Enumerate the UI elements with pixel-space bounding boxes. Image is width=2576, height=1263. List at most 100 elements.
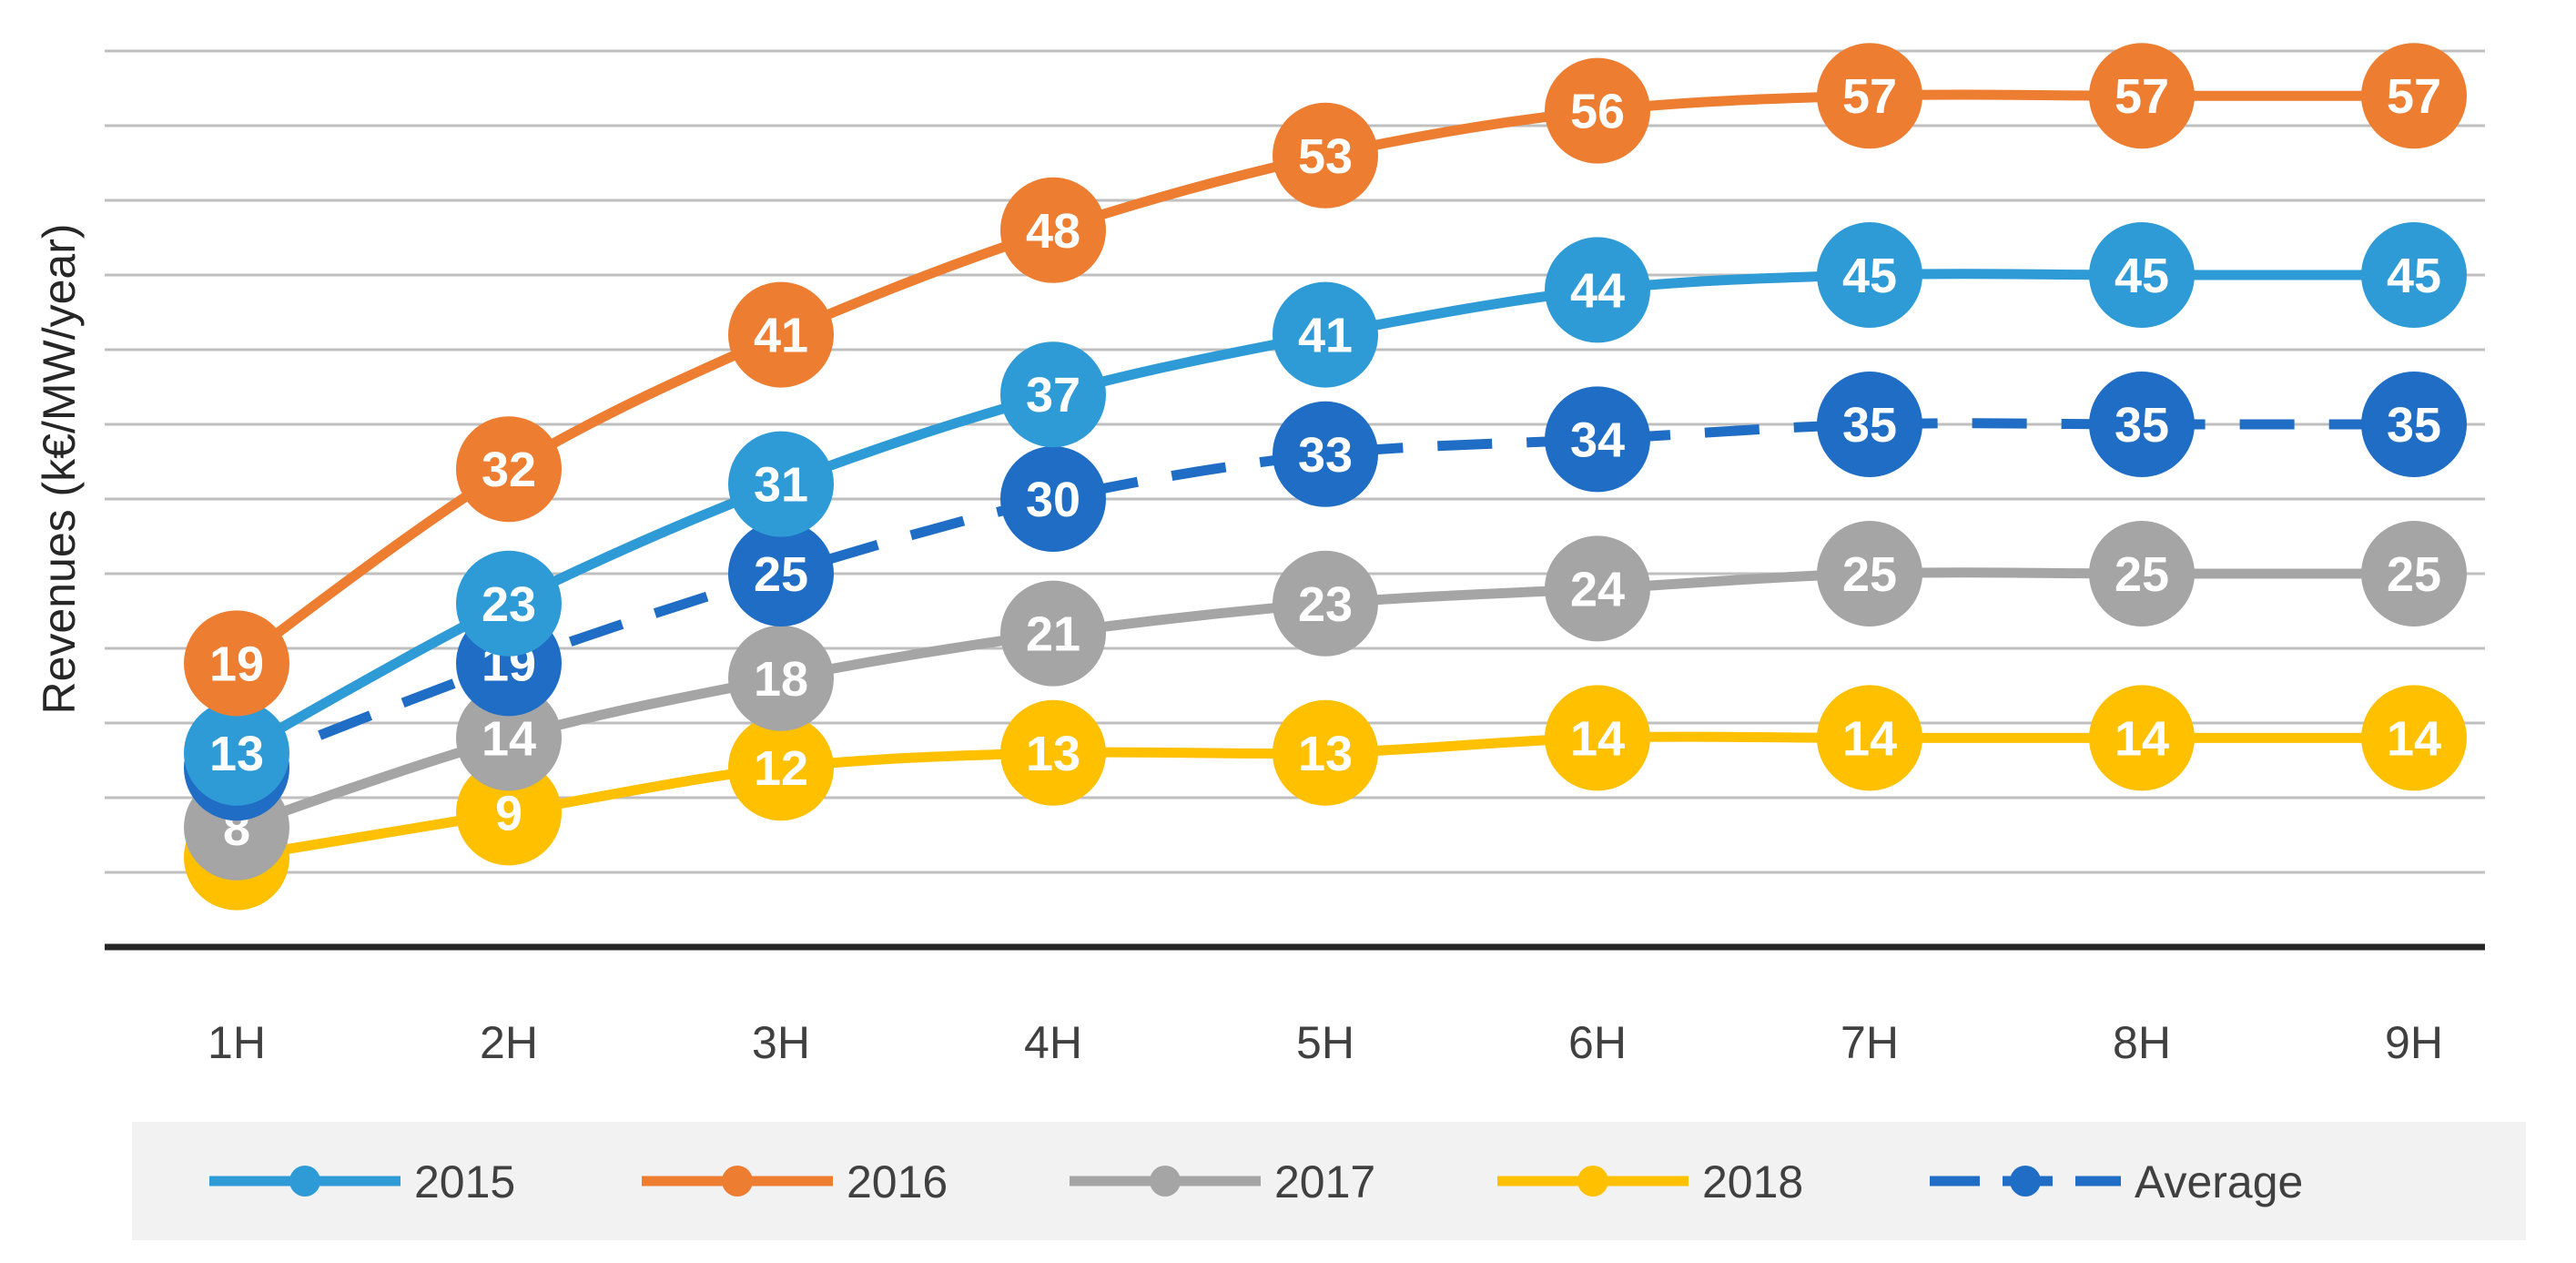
x-tick-label: 6H (1568, 1017, 1627, 1068)
data-point-2018: 14 (2089, 685, 2195, 791)
data-label: 35 (2387, 398, 2441, 453)
point-marker (1273, 401, 1378, 507)
data-point-2015: 37 (1000, 341, 1106, 448)
data-point-2017: 14 (456, 685, 562, 791)
point-marker (728, 625, 834, 731)
data-label: 9 (495, 786, 522, 840)
data-label: 21 (1026, 607, 1080, 662)
point-marker (184, 699, 289, 806)
data-label: 57 (2387, 69, 2441, 124)
point-marker (728, 715, 834, 821)
data-point-2016: 41 (728, 281, 834, 388)
data-label: 35 (2115, 398, 2169, 453)
point-marker (1273, 281, 1378, 388)
point-marker (728, 431, 834, 537)
point-marker (1000, 341, 1106, 448)
legend-background (132, 1122, 2526, 1240)
legend-swatch-marker (289, 1166, 320, 1197)
data-label: 25 (2387, 547, 2441, 602)
data-label: 25 (1842, 547, 1897, 602)
data-label: 34 (1570, 413, 1625, 467)
legend-label: 2016 (847, 1156, 948, 1207)
data-label: 25 (754, 547, 808, 602)
point-marker (1817, 222, 1922, 328)
data-label: 14 (482, 711, 536, 766)
data-label: 13 (1026, 727, 1080, 781)
data-point-2015: 45 (2089, 222, 2195, 328)
data-point-average: 33 (1273, 401, 1378, 507)
legend-item-average: Average (1930, 1156, 2303, 1207)
point-marker (1000, 177, 1106, 283)
data-label: 31 (754, 458, 808, 513)
data-label: 57 (2115, 69, 2169, 124)
x-tick-label: 1H (208, 1017, 266, 1068)
point-marker (1545, 57, 1650, 164)
data-label: 53 (1298, 129, 1353, 184)
data-point-2016: 57 (1817, 43, 1922, 149)
point-marker (1545, 685, 1650, 791)
y-axis-title: Revenues (k€/MW/year) (34, 223, 85, 714)
data-point-2016: 57 (2361, 43, 2467, 149)
data-point-2016: 48 (1000, 177, 1106, 283)
data-point-average: 35 (2361, 372, 2467, 477)
data-label: 12 (754, 741, 808, 796)
data-label: 35 (1842, 398, 1897, 453)
point-marker (2361, 685, 2467, 791)
data-point-2017: 21 (1000, 580, 1106, 687)
data-point-2016: 57 (2089, 43, 2195, 149)
point-marker (1545, 237, 1650, 343)
data-label: 19 (209, 637, 264, 691)
data-label: 41 (1298, 309, 1353, 363)
data-point-2017: 25 (2089, 521, 2195, 626)
data-point-2018: 13 (1000, 699, 1106, 806)
legend-item-2017: 2017 (1070, 1156, 1375, 1207)
data-point-average: 34 (1545, 386, 1650, 493)
data-label: 37 (1026, 368, 1080, 423)
legend-item-2015: 2015 (209, 1156, 515, 1207)
x-tick-label: 5H (1296, 1017, 1354, 1068)
data-label: 57 (1842, 69, 1897, 124)
point-marker (456, 759, 562, 866)
series-line-average (235, 418, 2414, 773)
legend-item-2016: 2016 (642, 1156, 948, 1207)
data-label: 33 (1298, 428, 1353, 483)
point-marker (2361, 222, 2467, 328)
point-marker (2361, 372, 2467, 477)
data-label: 56 (1570, 85, 1625, 139)
data-point-2015: 45 (1817, 222, 1922, 328)
legend-swatch-marker (1150, 1166, 1181, 1197)
point-marker (2089, 372, 2195, 477)
data-label: 45 (1842, 249, 1897, 303)
data-point-2015: 41 (1273, 281, 1378, 388)
data-point-2018: 9 (456, 759, 562, 866)
point-marker (728, 281, 834, 388)
legend-label: 2018 (1702, 1156, 1803, 1207)
point-marker (456, 416, 562, 523)
legend-swatch-marker (2010, 1166, 2041, 1197)
data-point-2015: 31 (728, 431, 834, 537)
point-marker (1817, 685, 1922, 791)
x-tick-label: 7H (1841, 1017, 1899, 1068)
x-tick-label: 4H (1024, 1017, 1082, 1068)
point-marker (2089, 222, 2195, 328)
data-label: 14 (2115, 711, 2169, 766)
data-point-2017: 23 (1273, 550, 1378, 657)
data-point-2015: 13 (184, 699, 289, 806)
data-point-2017: 18 (728, 625, 834, 731)
legend-item-2018: 2018 (1497, 1156, 1803, 1207)
point-marker (2361, 43, 2467, 149)
data-label: 41 (754, 309, 808, 363)
point-marker (2089, 521, 2195, 626)
data-label: 32 (482, 443, 536, 497)
data-label: 13 (1298, 727, 1353, 781)
data-point-2017: 25 (1817, 521, 1922, 626)
data-point-average: 35 (2089, 372, 2195, 477)
data-point-average: 25 (728, 521, 834, 626)
data-point-2016: 56 (1545, 57, 1650, 164)
point-marker (1000, 580, 1106, 687)
point-marker (1273, 102, 1378, 209)
data-point-2018: 14 (1817, 685, 1922, 791)
data-label: 18 (754, 652, 808, 707)
